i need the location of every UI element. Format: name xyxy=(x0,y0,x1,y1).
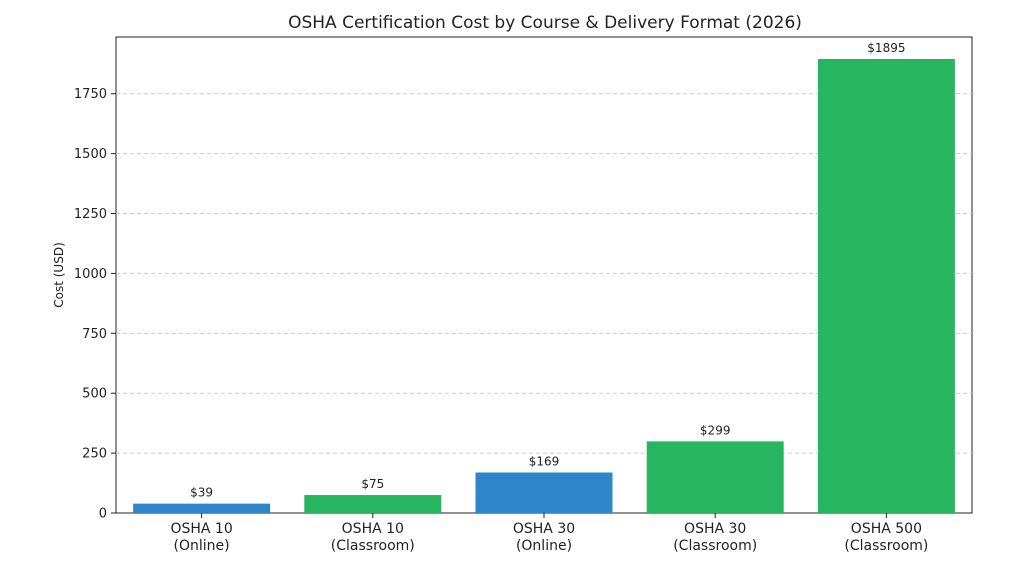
y-tick-label: 1750 xyxy=(74,87,107,102)
data-label: $169 xyxy=(529,455,560,469)
data-label: $1895 xyxy=(867,41,905,55)
x-axis-categories: OSHA 10(Online)OSHA 10(Classroom)OSHA 30… xyxy=(170,513,928,554)
x-tick-label: OSHA 10 xyxy=(342,521,404,537)
x-tick-label: OSHA 500 xyxy=(851,521,922,537)
y-axis-ticks: 0 250 500 750 1000 1250 1500 1750 xyxy=(74,87,116,522)
y-tick-label: 1000 xyxy=(74,267,107,282)
bars xyxy=(133,59,955,513)
gridlines xyxy=(116,93,972,454)
y-axis-label: Cost (USD) xyxy=(52,242,66,308)
bar xyxy=(475,472,613,513)
x-tick-label: (Online) xyxy=(516,538,572,554)
bar xyxy=(646,441,784,513)
y-tick-label: 500 xyxy=(82,387,107,402)
bar xyxy=(133,503,271,513)
y-tick-label: 1250 xyxy=(74,207,107,222)
data-label: $75 xyxy=(361,477,384,491)
x-tick-label: (Online) xyxy=(174,538,230,554)
y-tick-label: 750 xyxy=(82,327,107,342)
y-tick-label: 250 xyxy=(82,447,107,462)
bar xyxy=(304,495,442,513)
data-label: $299 xyxy=(700,423,731,437)
data-labels: $39 $75 $169 $299 $1895 xyxy=(190,41,905,500)
x-tick-label: (Classroom) xyxy=(844,538,928,554)
x-tick-label: OSHA 10 xyxy=(170,521,232,537)
y-tick-label: 0 xyxy=(99,507,107,522)
x-tick-label: OSHA 30 xyxy=(684,521,746,537)
data-label: $39 xyxy=(190,486,213,500)
x-tick-label: (Classroom) xyxy=(673,538,757,554)
x-tick-label: OSHA 30 xyxy=(513,521,575,537)
bar xyxy=(817,59,955,513)
x-tick-label: (Classroom) xyxy=(331,538,415,554)
chart-title: OSHA Certification Cost by Course & Deli… xyxy=(288,13,802,33)
y-tick-label: 1500 xyxy=(74,147,107,162)
